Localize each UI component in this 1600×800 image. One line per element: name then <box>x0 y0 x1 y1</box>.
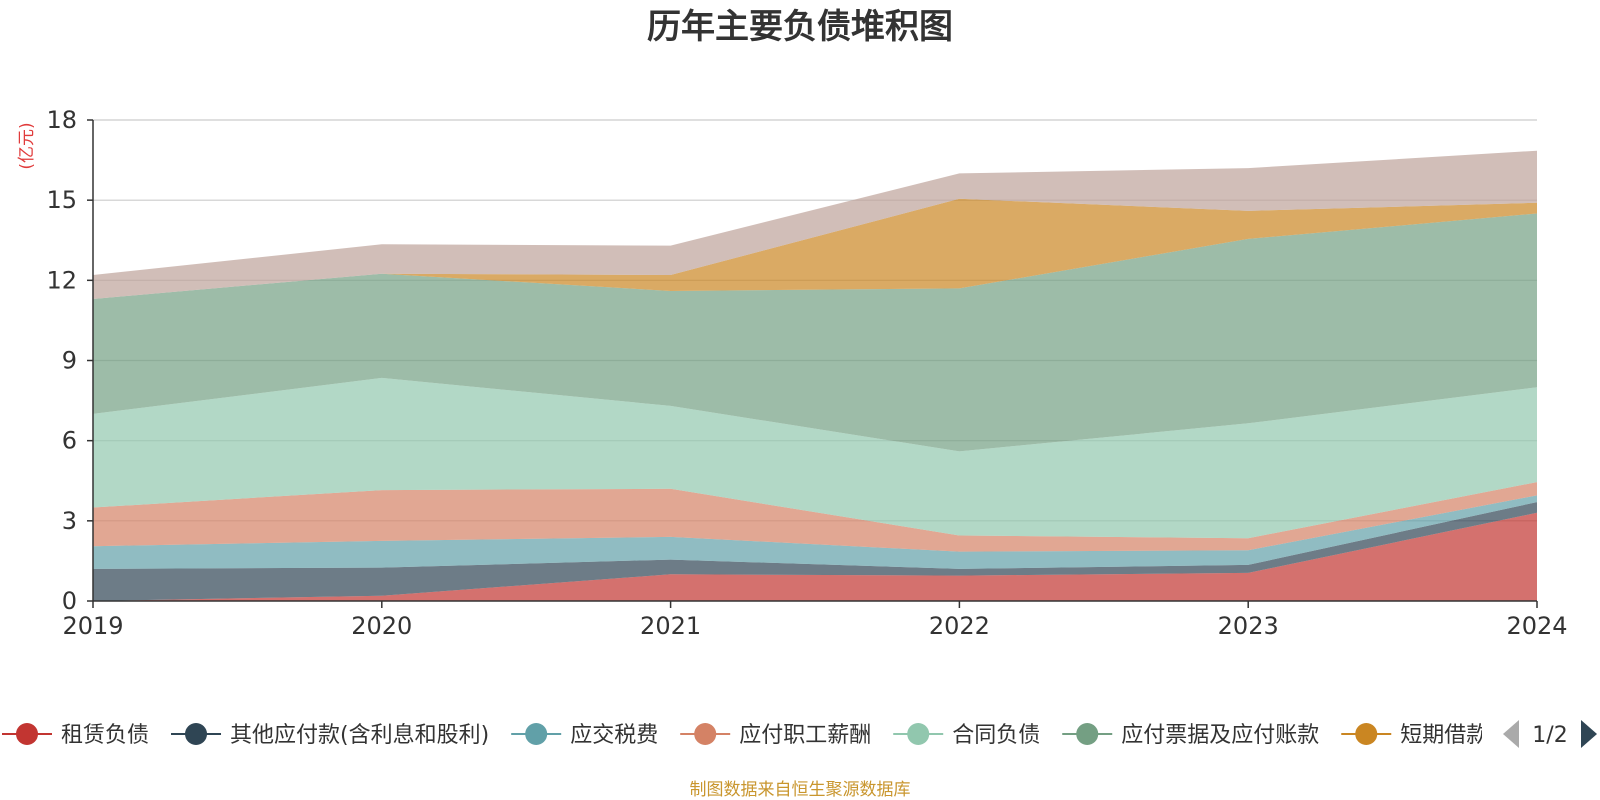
y-tick-label: 3 <box>62 507 77 535</box>
x-tick-label: 2024 <box>1506 612 1567 640</box>
x-tick-label: 2019 <box>62 612 123 640</box>
legend-item[interactable]: 短期借款 <box>1341 723 1488 748</box>
data-source-note: 制图数据来自恒生聚源数据库 <box>690 780 911 800</box>
legend-item[interactable]: 合同负债 <box>893 723 1040 748</box>
axes: 2019 2020 2021 2022 2023 2024 <box>62 119 1568 640</box>
x-tick-label: 2020 <box>351 612 412 640</box>
y-tick-label: 9 <box>62 347 77 375</box>
legend-circle-icon <box>1076 723 1099 745</box>
legend-item[interactable]: 应交税费 <box>511 723 658 748</box>
x-tick-label: 2022 <box>929 612 990 640</box>
triangle-left-icon[interactable] <box>1503 720 1519 748</box>
legend-circle-icon <box>185 723 208 745</box>
triangle-right-icon[interactable] <box>1581 720 1597 748</box>
legend-page-indicator: 1/2 <box>1532 723 1567 748</box>
area-series-1[interactable] <box>93 512 1537 601</box>
legend-label: 应付票据及应付账款 <box>1121 723 1319 748</box>
y-axis-unit-label: (亿元) <box>17 122 37 169</box>
y-tick-label: 0 <box>62 587 77 615</box>
area-series-8[interactable] <box>93 150 1537 299</box>
y-tick-label: 6 <box>62 427 77 455</box>
legend-circle-icon <box>907 723 930 745</box>
legend-circle-icon <box>16 723 38 745</box>
legend-circle-icon <box>1355 723 1378 745</box>
legend-label: 应交税费 <box>570 723 658 748</box>
legend: 租赁负债 其他应付款(含利息和股利) 应交税费 应付职工薪酬 合同负债 应付票据及应付账款… <box>2 723 1488 748</box>
y-tick-label: 12 <box>46 266 77 294</box>
legend-item[interactable]: 应付职工薪酬 <box>680 723 871 748</box>
area-series-2[interactable] <box>93 502 1537 601</box>
legend-label: 其他应付款(含利息和股利) <box>230 723 489 748</box>
x-tick-label: 2021 <box>640 612 701 640</box>
area-series-6[interactable] <box>93 213 1537 452</box>
area-series-5[interactable] <box>93 377 1537 539</box>
y-tick-label: 15 <box>46 186 77 214</box>
y-tick-label: 18 <box>46 106 77 134</box>
area-series-layer <box>93 150 1537 601</box>
area-series-7[interactable] <box>93 198 1537 299</box>
legend-circle-icon <box>694 723 717 745</box>
legend-item[interactable]: 租赁负债 <box>2 723 149 748</box>
legend-label: 短期借款 <box>1400 723 1488 748</box>
legend-label: 合同负债 <box>952 723 1040 748</box>
legend-label: 应付职工薪酬 <box>739 723 871 748</box>
legend-item[interactable]: 应付票据及应付账款 <box>1062 723 1319 748</box>
legend-pager: 1/2 <box>1503 720 1597 748</box>
legend-circle-icon <box>525 723 548 745</box>
area-series-3[interactable] <box>93 495 1537 569</box>
chart-title: 历年主要负债堆积图 <box>647 7 953 47</box>
legend-item[interactable]: 其他应付款(含利息和股利) <box>171 723 489 748</box>
x-tick-label: 2023 <box>1218 612 1279 640</box>
area-series-4[interactable] <box>93 482 1537 552</box>
legend-label: 租赁负债 <box>61 723 149 748</box>
